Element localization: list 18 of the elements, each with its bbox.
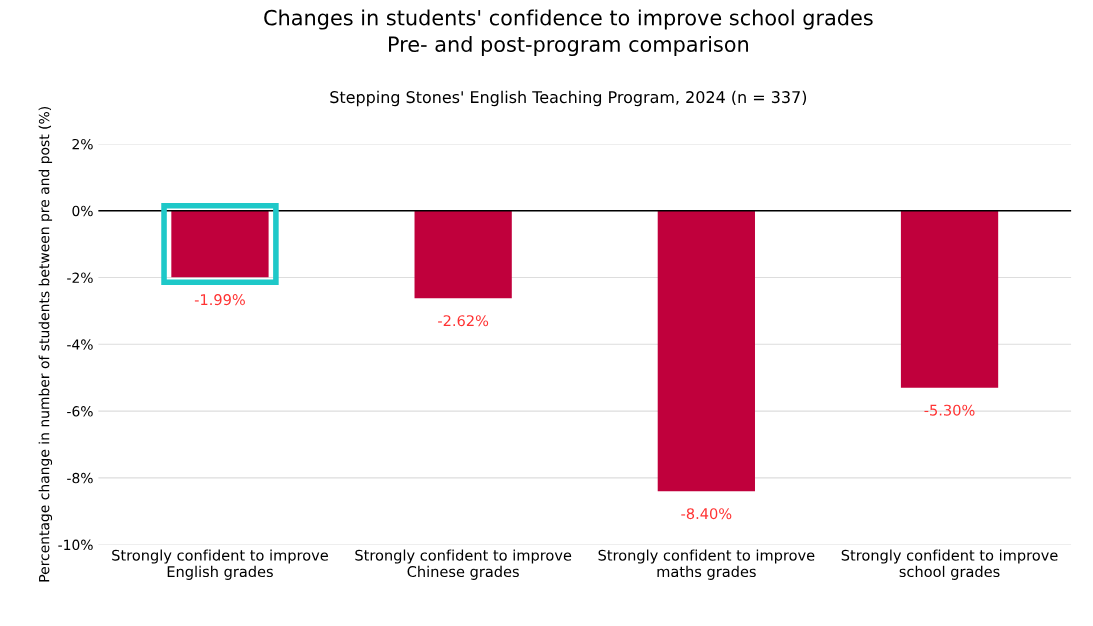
data-label: -2.62% — [438, 315, 489, 327]
data-label: -1.99% — [194, 294, 245, 306]
x-tick-label: Strongly confident to improve school grades — [841, 549, 1058, 580]
y-tick-label: -4% — [67, 339, 93, 350]
y-axis-title: Percentage change in number of students between pre and post (%) — [38, 107, 53, 582]
y-tick-label: -10% — [58, 539, 93, 551]
y-tick-label: -6% — [67, 406, 93, 417]
x-tick-label: Strongly confident to improve Chinese grades — [355, 549, 572, 580]
data-label: -8.40% — [681, 508, 732, 520]
y-tick-label: -8% — [67, 472, 93, 484]
chart-title: Changes in students' confidence to improve school grades Pre- and post-program comparison — [264, 9, 873, 57]
x-tick-label: Strongly confident to improve English grades — [112, 549, 328, 580]
data-label: -5.30% — [924, 404, 975, 416]
chart-subtitle: Stepping Stones' English Teaching Program, 2024 (n = 337) — [330, 90, 807, 107]
y-tick-label: 0% — [72, 205, 93, 217]
y-tick-label: -2% — [67, 272, 93, 283]
x-tick-label: Strongly confident to improve maths grades — [598, 549, 815, 580]
y-tick-label: 2% — [72, 138, 93, 150]
